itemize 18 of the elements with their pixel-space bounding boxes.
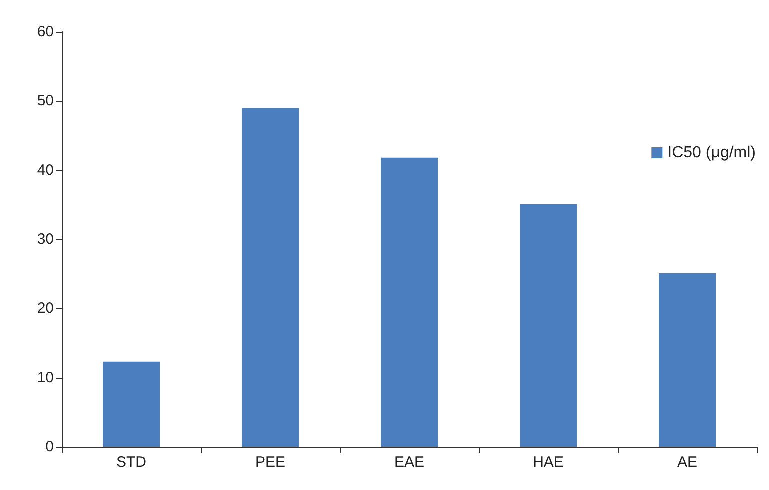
- x-tick-label: AE: [677, 454, 698, 471]
- bar: [659, 273, 716, 447]
- y-tick-label: 30: [37, 231, 54, 248]
- y-tick-label: 10: [37, 369, 54, 386]
- y-tick-label: 20: [37, 300, 54, 318]
- bar: [520, 204, 577, 447]
- x-tick-label: STD: [116, 454, 147, 471]
- y-tick-label: 0: [46, 438, 54, 456]
- bar: [103, 362, 160, 447]
- x-tick-label: EAE: [394, 454, 425, 471]
- bar: [381, 158, 438, 447]
- y-tick-label: 40: [37, 162, 54, 179]
- y-tick-label: 50: [37, 92, 54, 110]
- x-tick-label: PEE: [255, 454, 286, 471]
- bar: [242, 108, 299, 447]
- y-tick-label: 60: [37, 24, 54, 40]
- legend-label: IC50 (μg/ml): [668, 144, 756, 162]
- x-tick-label: HAE: [533, 454, 564, 471]
